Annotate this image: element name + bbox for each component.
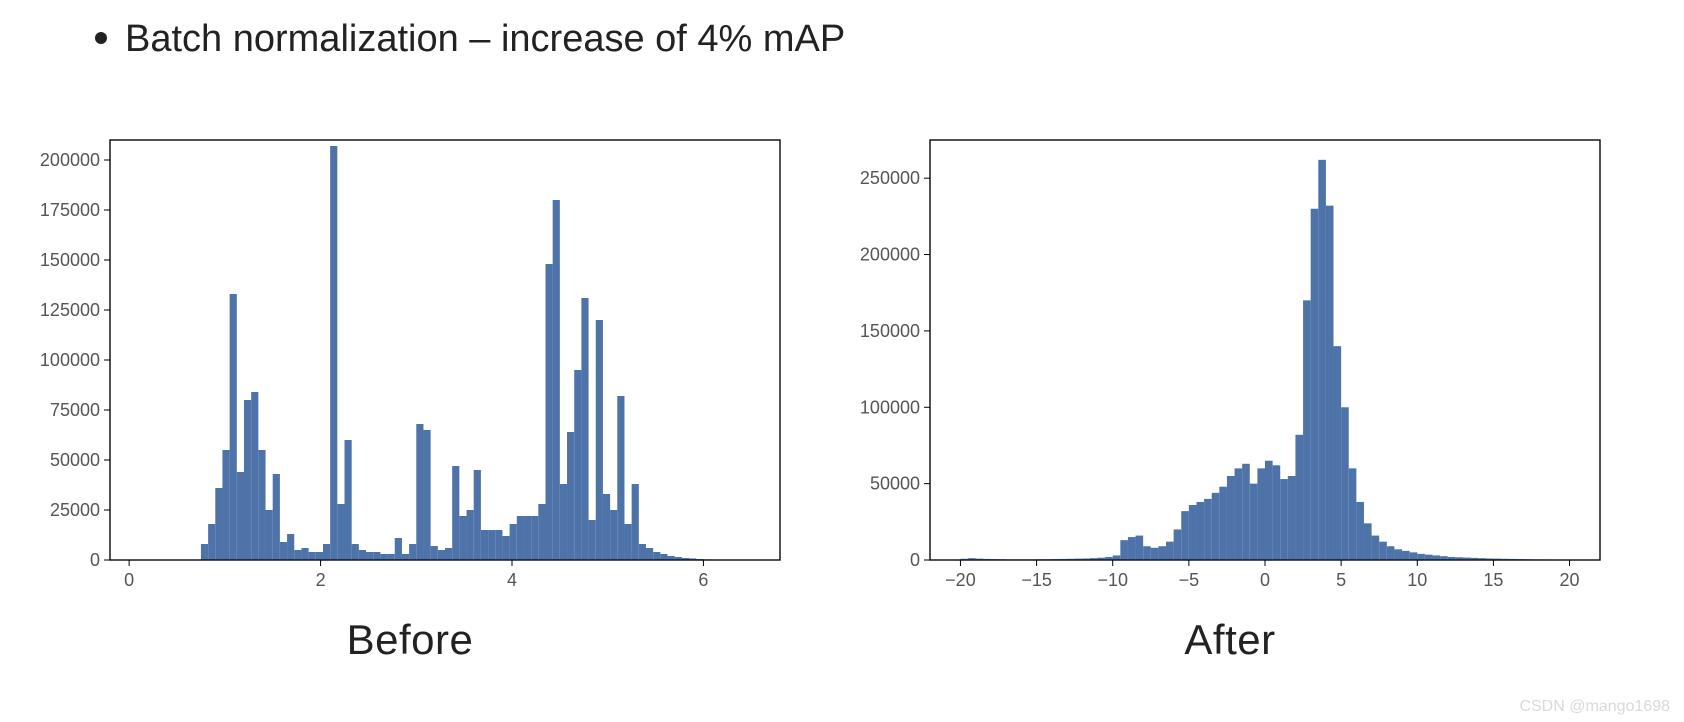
slide-root: Batch normalization – increase of 4% mAP… [0, 0, 1684, 722]
svg-text:2: 2 [316, 570, 326, 590]
slide-title: Batch normalization – increase of 4% mAP [95, 18, 845, 61]
svg-text:10: 10 [1407, 570, 1427, 590]
svg-text:−5: −5 [1179, 570, 1200, 590]
svg-text:−20: −20 [945, 570, 976, 590]
after-histogram: −20 −15 −10 −5 0 5 10 15 20 0 50000 100000 150000 200… [840, 110, 1620, 610]
svg-text:50000: 50000 [50, 450, 100, 470]
before-histogram: 0 2 4 6 0 25000 50000 75000 100000 125000 150000 17… [20, 110, 800, 610]
svg-text:5: 5 [1336, 570, 1346, 590]
svg-text:200000: 200000 [860, 245, 920, 265]
svg-text:50000: 50000 [870, 474, 920, 494]
svg-text:125000: 125000 [40, 300, 100, 320]
svg-text:4: 4 [507, 570, 517, 590]
svg-text:6: 6 [698, 570, 708, 590]
before-caption: Before [347, 616, 474, 664]
after-caption: After [1184, 616, 1275, 664]
before-chart-block: 0 2 4 6 0 25000 50000 75000 100000 125000 150000 17… [20, 110, 800, 664]
bullet-icon [95, 32, 107, 44]
after-chart-block: −20 −15 −10 −5 0 5 10 15 20 0 50000 100000 150000 200… [840, 110, 1620, 664]
title-text: Batch normalization – increase of 4% mAP [125, 18, 845, 60]
svg-text:100000: 100000 [40, 350, 100, 370]
svg-text:0: 0 [1260, 570, 1270, 590]
svg-text:75000: 75000 [50, 400, 100, 420]
svg-text:25000: 25000 [50, 500, 100, 520]
svg-text:150000: 150000 [40, 250, 100, 270]
svg-text:150000: 150000 [860, 321, 920, 341]
watermark-text: CSDN @mango1698 [1519, 698, 1670, 716]
svg-text:175000: 175000 [40, 200, 100, 220]
svg-text:200000: 200000 [40, 150, 100, 170]
svg-text:250000: 250000 [860, 168, 920, 188]
svg-text:20: 20 [1560, 570, 1580, 590]
svg-text:15: 15 [1483, 570, 1503, 590]
svg-text:0: 0 [910, 550, 920, 570]
charts-row: 0 2 4 6 0 25000 50000 75000 100000 125000 150000 17… [0, 110, 1684, 664]
svg-text:−10: −10 [1097, 570, 1128, 590]
svg-text:−15: −15 [1021, 570, 1052, 590]
svg-text:100000: 100000 [860, 397, 920, 417]
svg-text:0: 0 [90, 550, 100, 570]
svg-text:0: 0 [124, 570, 134, 590]
